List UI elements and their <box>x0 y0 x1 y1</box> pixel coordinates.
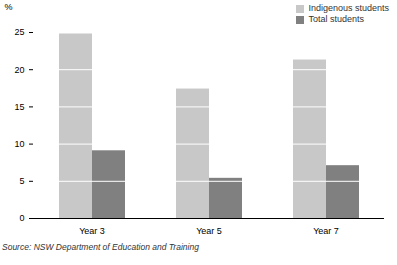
html-text:Source: NSW Department of Educ: Source: NSW Department of Education and … <box>2 242 199 252</box>
svg-text:5: 5 <box>19 176 24 186</box>
html-text:Indigenous students: Indigenous students <box>308 3 389 13</box>
html-text:Total students: Total students <box>308 14 364 24</box>
svg-text:10: 10 <box>14 139 24 149</box>
svg-text:Year 7: Year 7 <box>313 226 339 236</box>
svg-text:20: 20 <box>14 65 24 75</box>
svg-text:%: % <box>5 2 13 12</box>
svg-text:0: 0 <box>19 213 24 223</box>
svg-text:15: 15 <box>14 102 24 112</box>
svg-text:Year 3: Year 3 <box>79 226 105 236</box>
svg-text:25: 25 <box>14 27 24 37</box>
svg-text:Year 5: Year 5 <box>196 226 222 236</box>
